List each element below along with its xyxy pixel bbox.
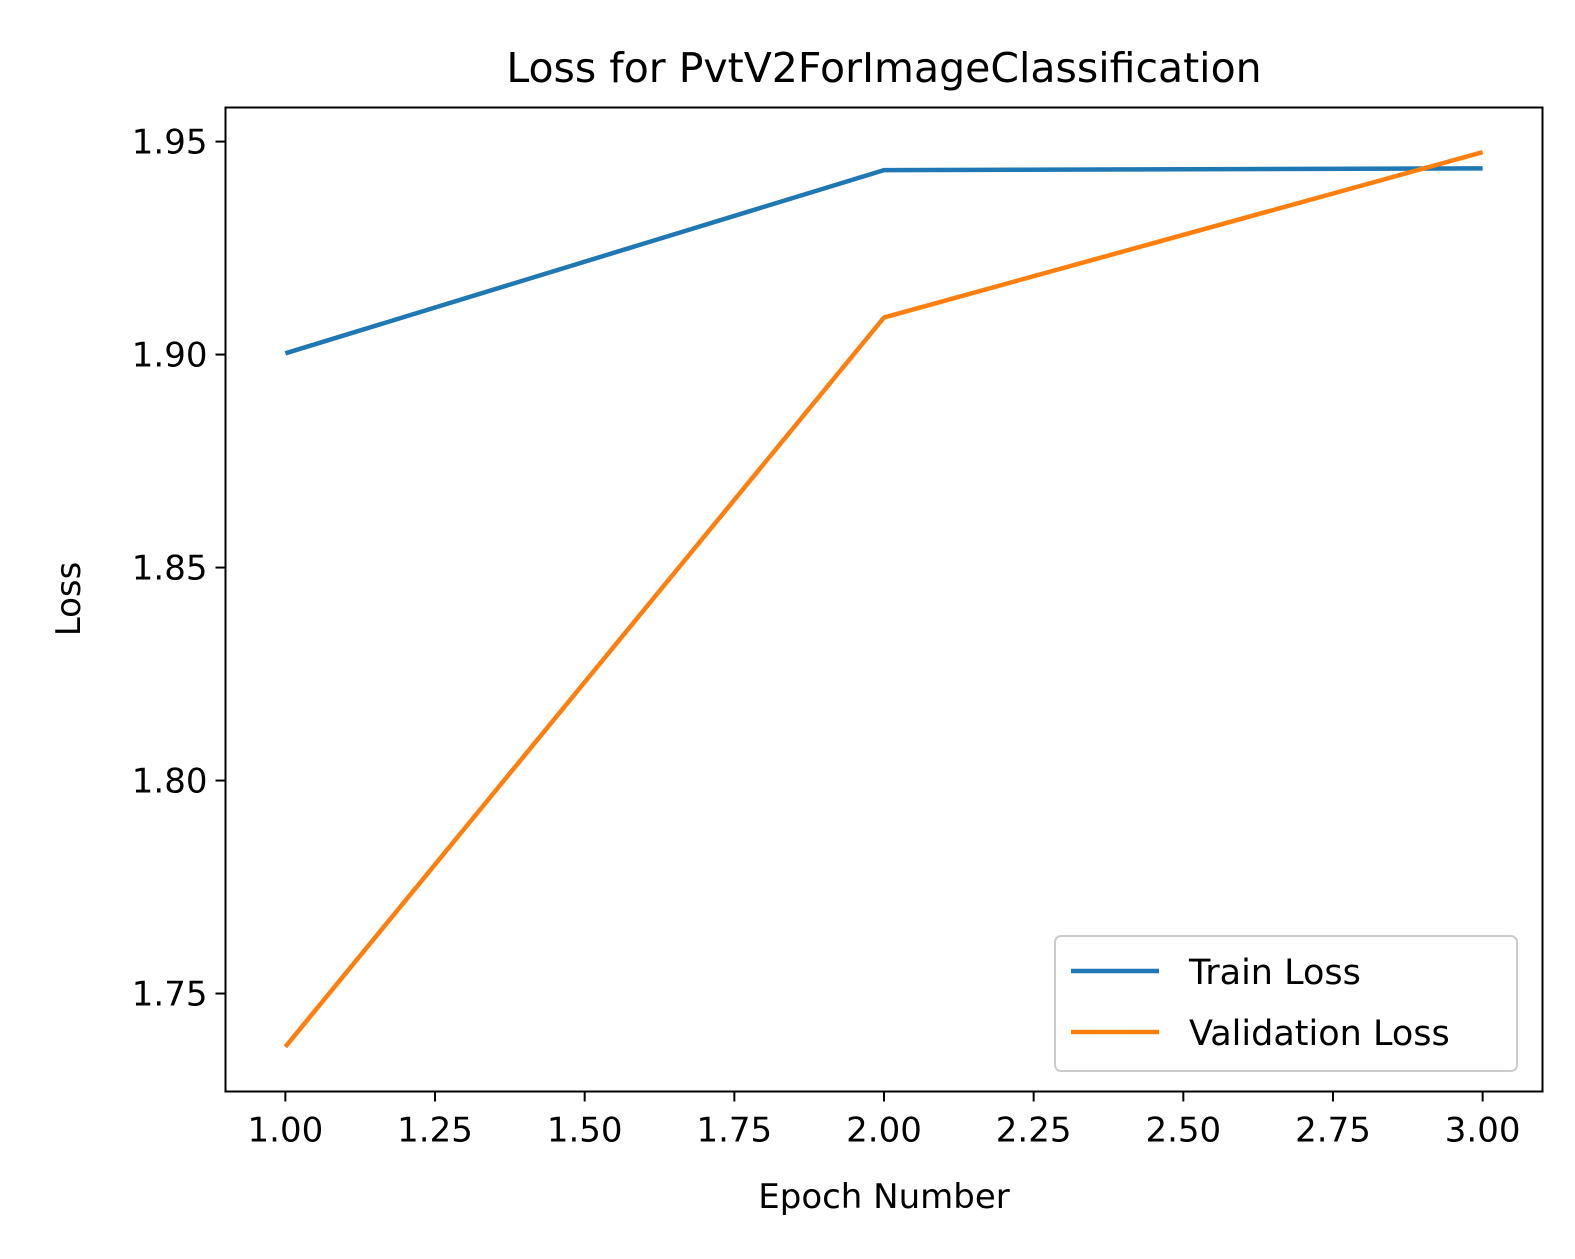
series-line-validation-loss [283, 150, 1484, 1049]
series-line-train-loss [284, 166, 1483, 356]
y-axis-label: Loss [49, 562, 89, 637]
y-tick-label: 1.75 [132, 975, 208, 1015]
legend-label-validation-loss: Validation Loss [1189, 1014, 1450, 1054]
x-tick-label: 2.00 [846, 1111, 922, 1151]
y-axis-ticks: 1.75 1.80 1.85 1.90 1.95 [132, 123, 226, 1015]
legend-box [1054, 935, 1518, 1072]
x-tick-label: 2.75 [1295, 1111, 1371, 1151]
x-axis-ticks: 1.00 1.25 1.50 1.75 2.00 2.25 2.50 2.75 3.00 [248, 1091, 1521, 1151]
x-tick-label: 1.25 [397, 1111, 473, 1151]
legend: Train Loss Validation Loss [1054, 935, 1518, 1072]
x-tick-label: 1.75 [696, 1111, 772, 1151]
series-layer [283, 150, 1484, 1049]
x-tick-label: 2.50 [1145, 1111, 1221, 1151]
y-tick-label: 1.80 [132, 762, 208, 802]
x-axis-label: Epoch Number [758, 1177, 1010, 1217]
y-tick-label: 1.90 [132, 336, 208, 376]
x-tick-label: 1.00 [248, 1111, 324, 1151]
y-tick-label: 1.95 [132, 123, 208, 163]
y-tick-label: 1.85 [132, 549, 208, 589]
x-tick-label: 1.50 [547, 1111, 623, 1151]
x-tick-label: 2.25 [996, 1111, 1072, 1151]
legend-label-train-loss: Train Loss [1188, 953, 1361, 993]
plot-area-frame [224, 106, 1544, 1093]
x-tick-label: 3.00 [1445, 1111, 1521, 1151]
chart-title: Loss for PvtV2ForImageClassification [506, 44, 1261, 92]
